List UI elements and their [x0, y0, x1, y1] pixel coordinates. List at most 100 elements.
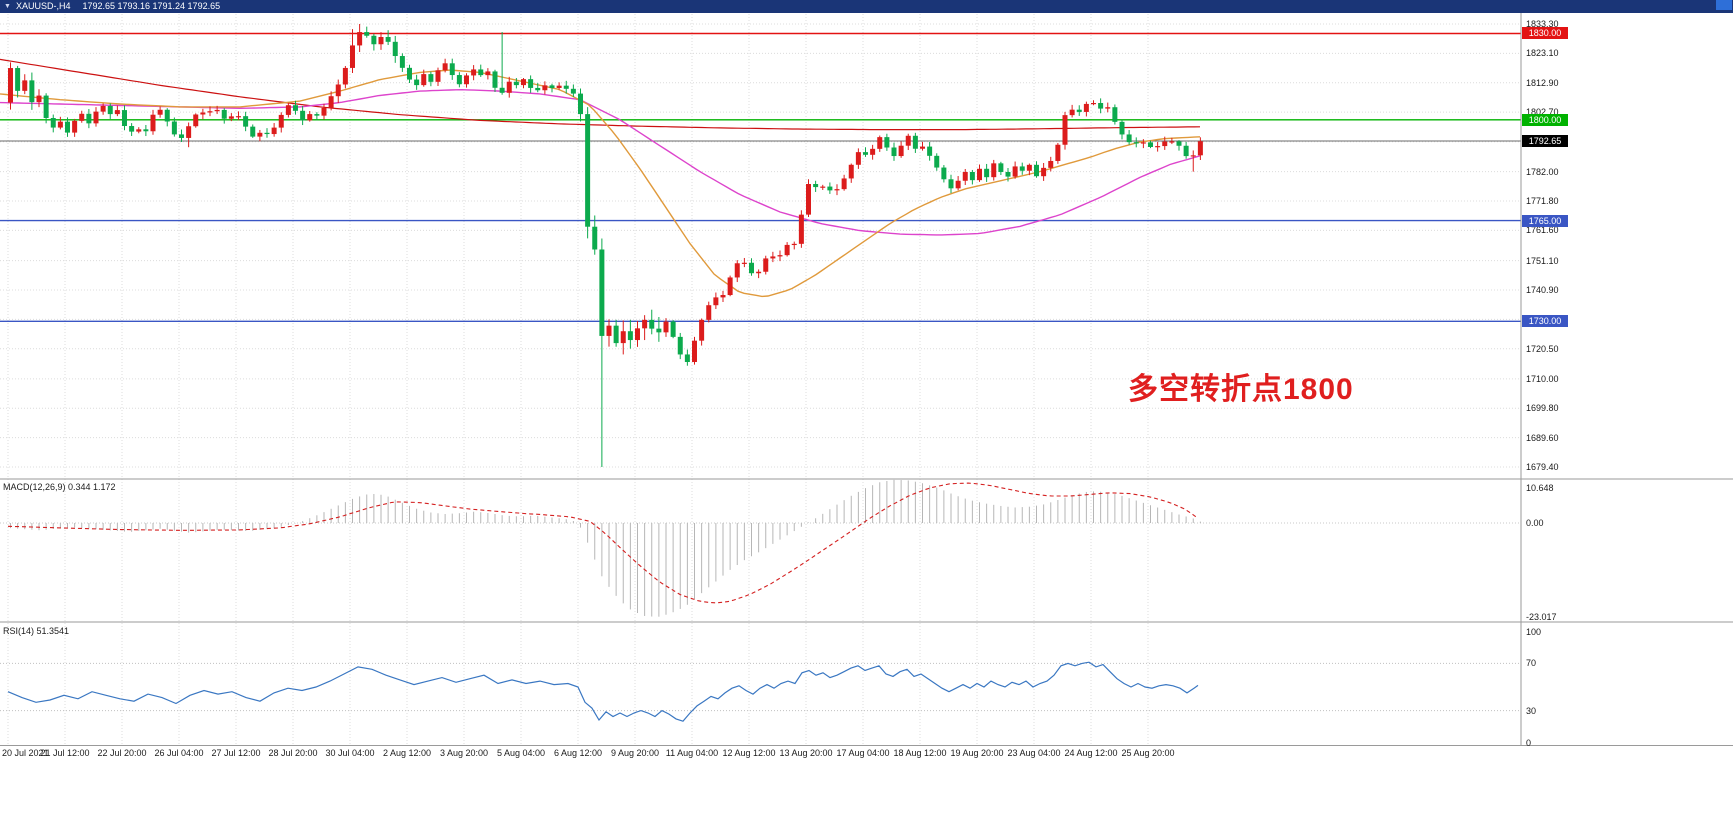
candle	[784, 242, 790, 257]
candle	[129, 123, 135, 136]
candle	[556, 82, 562, 90]
candle	[877, 135, 883, 152]
candle	[186, 122, 192, 148]
candle	[1133, 137, 1139, 148]
candle	[150, 109, 156, 135]
window-menu-icon[interactable]: ▼	[4, 3, 11, 10]
candle	[549, 83, 555, 93]
candle	[307, 110, 313, 122]
candle	[236, 111, 241, 121]
candle	[43, 93, 49, 124]
candle	[1012, 161, 1018, 179]
price-axis[interactable]	[1521, 13, 1581, 746]
candlesticks	[8, 24, 1203, 468]
candle	[870, 144, 876, 160]
rsi-line	[7, 661, 1199, 722]
candle	[884, 133, 890, 151]
candle	[442, 58, 448, 73]
candle	[421, 69, 427, 87]
candle	[649, 309, 655, 335]
candle	[464, 73, 469, 88]
candle	[713, 292, 719, 310]
candle	[1026, 163, 1032, 176]
candle	[506, 76, 512, 98]
candle	[677, 332, 683, 360]
candle	[1148, 140, 1153, 149]
scrollbar-button[interactable]	[1716, 0, 1732, 10]
candle	[977, 164, 982, 182]
frame-lines	[0, 13, 1733, 746]
candle	[392, 35, 398, 63]
candle	[250, 124, 256, 138]
candle	[378, 32, 384, 50]
candle	[642, 315, 648, 341]
candle	[955, 176, 961, 191]
rsi-panel	[7, 661, 1199, 722]
candle	[855, 148, 861, 169]
candle	[264, 128, 270, 138]
candle	[100, 103, 106, 115]
candle	[535, 83, 541, 93]
candle	[1155, 141, 1161, 152]
candle	[1091, 100, 1096, 106]
candle	[1112, 104, 1118, 125]
candle	[79, 110, 85, 123]
candle	[1162, 136, 1168, 150]
candle	[969, 169, 975, 185]
candle	[727, 275, 733, 297]
candle	[670, 320, 676, 339]
candle	[29, 72, 35, 110]
candle	[627, 319, 633, 349]
macd-panel	[7, 479, 1201, 617]
macd-signal-line	[7, 482, 1197, 604]
candle	[948, 174, 954, 194]
candle	[920, 141, 925, 151]
moving-averages	[0, 58, 1201, 298]
candle	[941, 165, 947, 183]
candle	[171, 117, 177, 137]
candle	[1062, 111, 1068, 150]
candle	[278, 112, 284, 133]
candle	[1119, 119, 1125, 140]
candle	[65, 117, 70, 137]
candle	[399, 53, 405, 72]
candle	[114, 105, 120, 117]
candle	[179, 129, 184, 142]
candle	[891, 142, 897, 161]
candle	[342, 65, 348, 89]
candle	[991, 159, 997, 181]
candle	[749, 258, 754, 276]
candle	[684, 349, 690, 366]
chart-title-bar[interactable]: ▼ XAUUSD-,H4 1792.65 1793.16 1791.24 1792.…	[0, 0, 1733, 13]
candle	[293, 100, 298, 115]
candle	[692, 336, 697, 365]
candle	[107, 103, 113, 119]
candle	[314, 112, 320, 121]
candle	[22, 74, 28, 95]
candle	[834, 184, 840, 196]
candle	[321, 103, 327, 120]
ma-medium-magenta	[0, 88, 1201, 236]
candle	[243, 111, 249, 132]
candle	[257, 129, 263, 142]
candle	[122, 105, 127, 131]
candle	[371, 33, 377, 51]
time-axis[interactable]	[0, 746, 1521, 760]
candle	[1126, 130, 1132, 145]
candle	[50, 114, 56, 133]
candle	[585, 107, 591, 239]
candle	[285, 102, 291, 118]
candle	[1169, 137, 1175, 145]
candle	[706, 301, 712, 323]
candle	[8, 62, 13, 110]
candle	[492, 69, 498, 93]
candle	[364, 26, 370, 38]
candle	[699, 318, 705, 346]
candle	[164, 108, 170, 127]
candle	[271, 123, 277, 137]
candle	[499, 32, 505, 95]
candle	[350, 29, 355, 74]
candle	[613, 319, 619, 347]
candle	[1069, 104, 1075, 118]
